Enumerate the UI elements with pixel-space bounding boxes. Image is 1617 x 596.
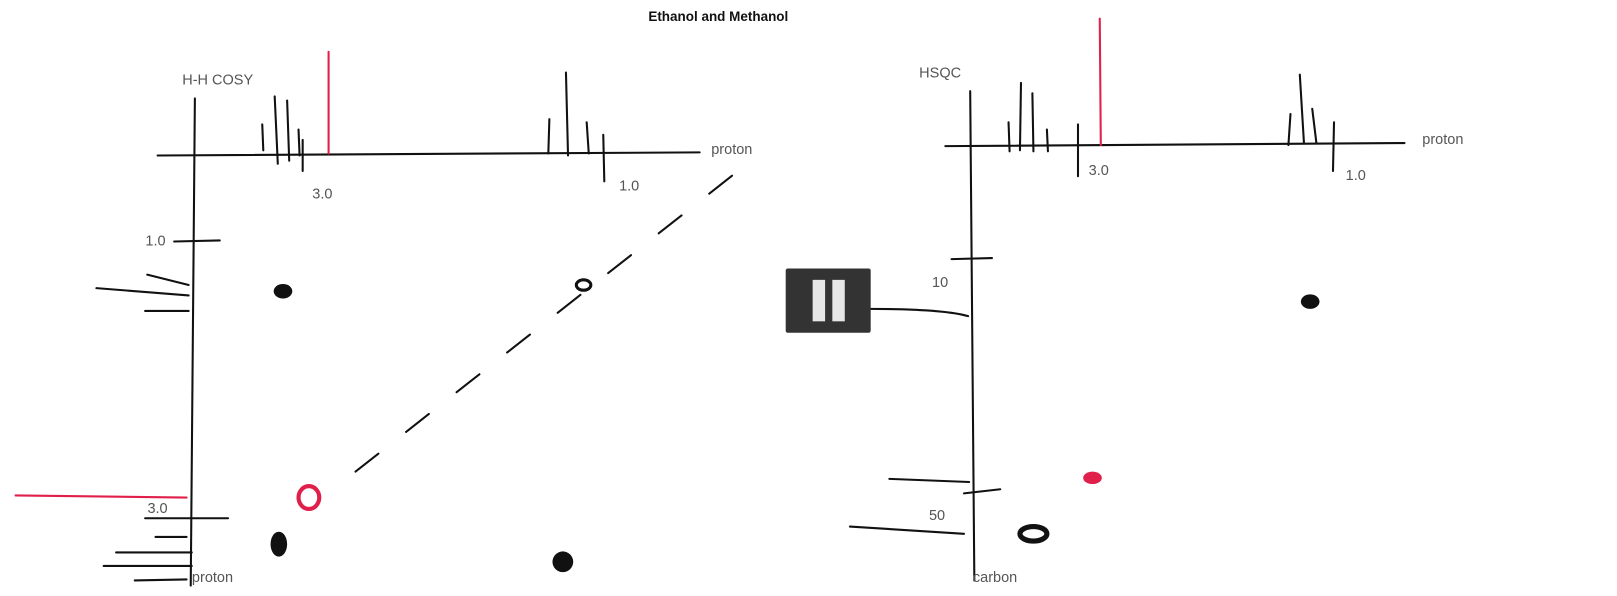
x-axis-label: proton — [1422, 132, 1463, 148]
y-axis — [969, 90, 976, 582]
y-tick — [950, 257, 994, 261]
x-axis-label: proton — [711, 142, 752, 158]
title: Ethanol and Methanol — [648, 9, 788, 24]
spectrum-peaks — [1007, 17, 1336, 178]
y-tick — [173, 239, 221, 243]
panel-label: H-H COSY — [182, 73, 253, 89]
y-tick-label: 1.0 — [145, 233, 165, 249]
y-axis-label: carbon — [973, 570, 1017, 586]
spectrum-peaks — [261, 50, 606, 183]
x-tick-label: 3.0 — [1089, 163, 1109, 179]
side-peaks — [848, 307, 1002, 535]
y-axis — [189, 97, 196, 587]
cross-peaks — [1017, 294, 1320, 544]
y-tick-label: 3.0 — [147, 501, 167, 517]
diagonal — [354, 169, 740, 473]
y-tick-label: 50 — [929, 508, 945, 524]
y-axis-label: proton — [192, 570, 233, 586]
panel-label: HSQC — [919, 65, 961, 81]
x-tick-label: 3.0 — [312, 187, 332, 203]
cross-peaks — [270, 278, 593, 573]
cosy-panel: H-H COSY 3.0 1.0 proton 1.0 3.0 proton — [14, 50, 752, 587]
x-tick-label: 1.0 — [1346, 168, 1366, 184]
x-tick-label: 1.0 — [619, 178, 639, 194]
x-axis — [944, 142, 1406, 148]
hsqc-panel: HSQC 3.0 1.0 proton 10 50 carbon — [848, 17, 1463, 586]
side-peaks — [14, 273, 230, 582]
pause-button[interactable] — [785, 268, 871, 333]
x-axis — [156, 151, 701, 157]
y-tick-label: 10 — [932, 275, 948, 291]
